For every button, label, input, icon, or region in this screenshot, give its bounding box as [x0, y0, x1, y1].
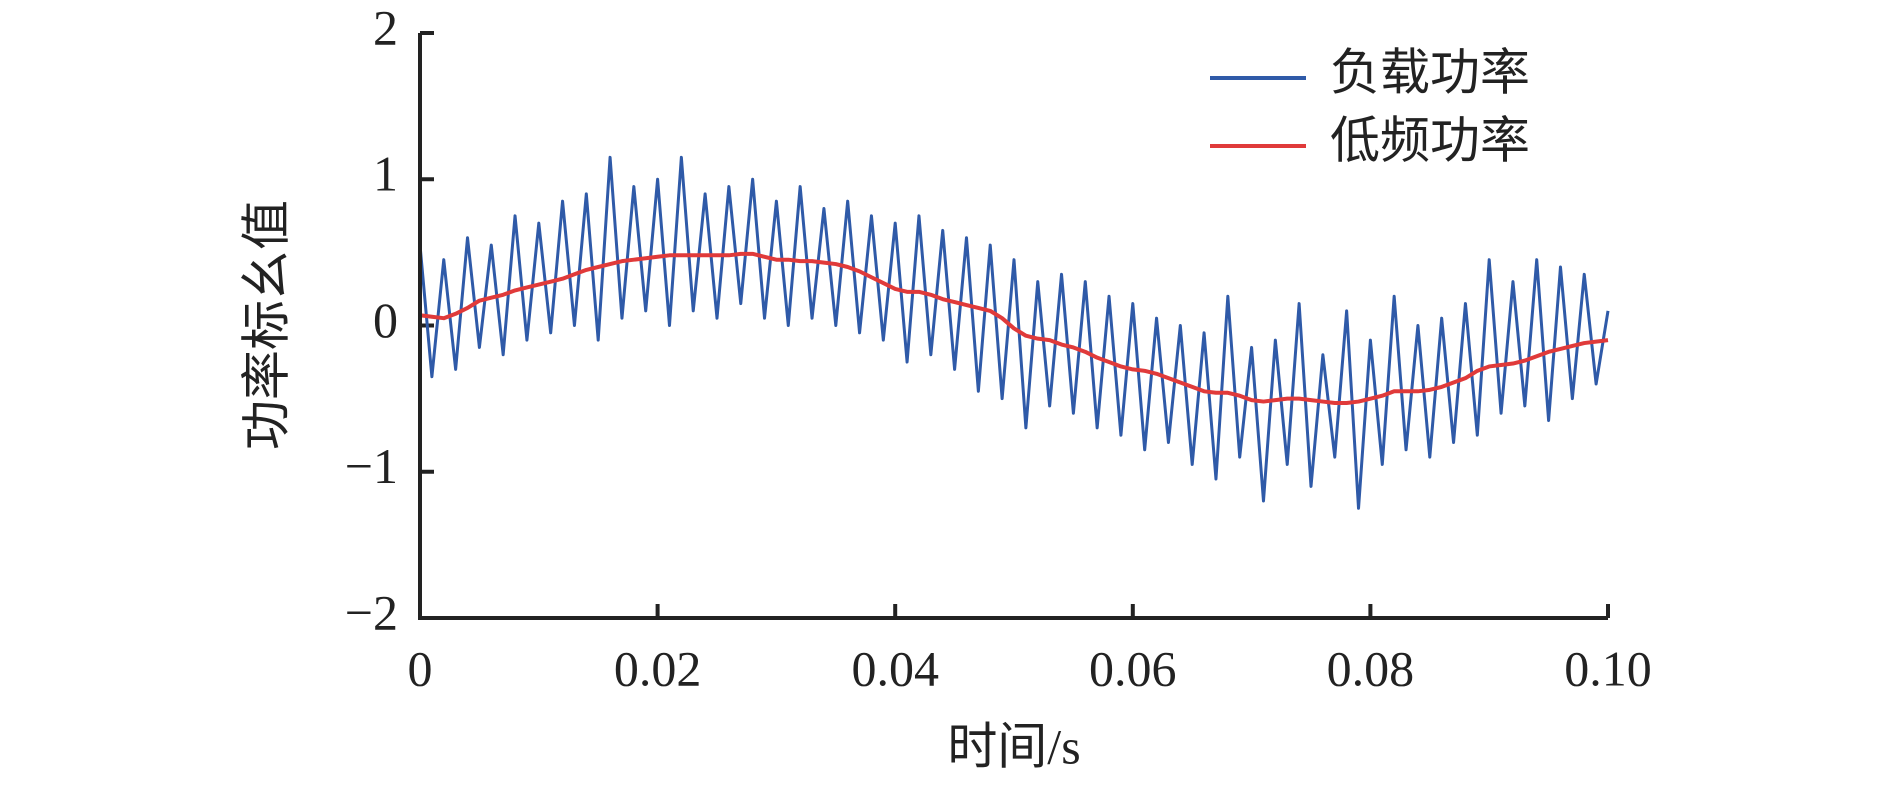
x-tick-label: 0.10 — [1564, 640, 1652, 696]
y-tick-label: −2 — [345, 584, 398, 640]
x-tick-label: 0.08 — [1327, 640, 1415, 696]
legend-label: 低频功率 — [1330, 112, 1530, 168]
y-tick-label: −1 — [345, 438, 398, 494]
x-tick-label: 0.06 — [1089, 640, 1177, 696]
x-tick-label: 0.04 — [851, 640, 939, 696]
legend-label: 负载功率 — [1330, 44, 1530, 100]
y-tick-label: 1 — [373, 146, 398, 202]
x-tick-label: 0 — [408, 640, 433, 696]
y-tick-label: 2 — [373, 0, 398, 55]
series-line — [419, 251, 1609, 406]
y-axis-title: 功率标幺值 — [238, 200, 294, 450]
y-tick-label: 0 — [373, 292, 398, 348]
x-axis-title: 时间/s — [947, 718, 1080, 774]
series-line — [418, 155, 1610, 510]
x-tick-label: 0.02 — [614, 640, 702, 696]
